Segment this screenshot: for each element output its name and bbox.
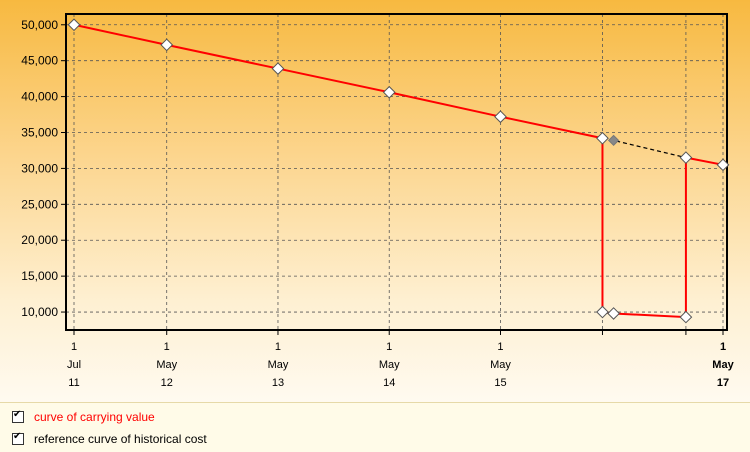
x-tick-month: May	[712, 359, 734, 371]
x-tick-month: May	[379, 359, 400, 371]
y-tick-label: 25,000	[21, 197, 58, 211]
legend-item-historical-cost[interactable]: reference curve of historical cost	[12, 431, 207, 447]
line-chart: 10,000 15,000 20,000 25,000 30,000 35,000 40,0…	[21, 13, 735, 389]
x-tick-day: 1	[71, 341, 77, 353]
legend-label: reference curve of historical cost	[34, 432, 207, 446]
checkbox-checked-icon[interactable]	[12, 409, 24, 423]
y-tick-label: 40,000	[21, 90, 58, 104]
x-tick-month: May	[490, 359, 511, 371]
x-tick-day: 1	[164, 341, 170, 353]
data-point-marker	[607, 134, 620, 147]
plot-area	[66, 14, 727, 330]
x-tick-year: 11	[68, 377, 79, 389]
checkbox-checked-icon[interactable]	[12, 431, 24, 445]
legend-item-carrying-value[interactable]: curve of carrying value	[12, 409, 155, 425]
y-tick-label: 30,000	[21, 161, 58, 175]
y-tick-label: 50,000	[21, 18, 58, 32]
data-point-marker	[160, 38, 174, 52]
x-tick-year: 15	[494, 377, 506, 389]
data-point-marker	[271, 62, 285, 75]
y-tick-label: 35,000	[21, 126, 58, 140]
legend: curve of carrying value reference curve …	[0, 402, 750, 452]
x-tick-day: 1	[386, 341, 392, 353]
x-tick-day: 1	[275, 341, 281, 353]
x-tick-day: 1	[497, 341, 503, 353]
data-point-marker	[67, 18, 81, 32]
y-tick-label: 20,000	[21, 233, 58, 247]
x-tick-month: Jul	[67, 359, 81, 371]
x-tick-year: 12	[161, 377, 173, 389]
data-point-marker	[596, 305, 609, 319]
x-tick-year: 17	[717, 377, 729, 389]
x-tick-year: 13	[272, 377, 284, 389]
x-tick-month: May	[156, 359, 177, 371]
y-tick-label: 10,000	[21, 305, 58, 319]
legend-label: curve of carrying value	[34, 410, 155, 424]
data-point-marker	[494, 110, 507, 124]
data-point-marker	[716, 158, 730, 172]
data-point-marker	[382, 85, 396, 99]
data-point-marker	[607, 307, 620, 320]
chart-panel: 10,000 15,000 20,000 25,000 30,000 35,000 40,0…	[0, 0, 750, 402]
y-tick-label: 15,000	[21, 269, 58, 283]
series-line-carrying-value	[73, 23, 724, 319]
data-point-marker	[679, 310, 693, 324]
data-point-marker	[596, 131, 609, 145]
plot-frame	[65, 13, 728, 331]
data-point-marker	[679, 151, 693, 165]
x-tick-year: 14	[383, 377, 395, 389]
x-tick-month: May	[268, 359, 289, 371]
x-tick-day: 1	[720, 341, 726, 353]
y-tick-label: 45,000	[21, 54, 58, 68]
